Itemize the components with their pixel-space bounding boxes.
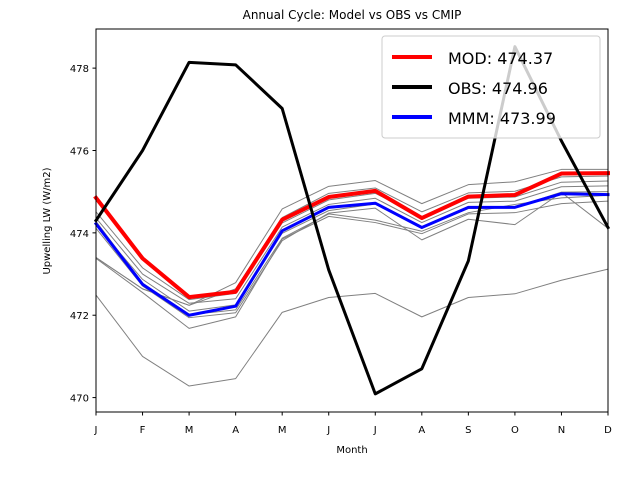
x-tick-label: A: [232, 425, 239, 436]
x-tick-label: M: [185, 425, 194, 436]
series-line-mmm: [93, 192, 610, 317]
y-tick-label: 476: [70, 146, 89, 157]
cmip-model-line-7: [95, 192, 609, 319]
x-tick-label: F: [140, 425, 146, 436]
cmip-model-line-8: [95, 200, 609, 329]
x-tick-label: J: [94, 425, 98, 436]
y-tick-label: 472: [70, 311, 89, 322]
x-tick-label: J: [373, 425, 377, 436]
legend-label: OBS: 474.96: [448, 79, 548, 98]
plot-frame: [95, 28, 609, 413]
x-axis-title: Month: [336, 445, 367, 456]
x-tick-label: A: [418, 425, 425, 436]
y-tick-label: 470: [70, 394, 89, 405]
legend-box: [381, 35, 601, 139]
y-axis-title: Upwelling LW (W/m2): [42, 167, 53, 274]
legend-label: MOD: 474.37: [448, 49, 553, 68]
x-tick-label: S: [465, 425, 471, 436]
legend: MOD: 474.37 OBS: 474.96 MMM: 473.99: [381, 35, 601, 139]
series-line-mod: [93, 171, 611, 300]
y-tick-label: 478: [70, 64, 89, 75]
y-axis: 470 472 474 476 478: [70, 64, 96, 405]
cmip-model-line-4: [95, 185, 609, 304]
cmip-model-line-3: [95, 180, 609, 301]
y-tick-label: 474: [70, 229, 89, 240]
cmip-model-line-9: [95, 268, 609, 387]
x-tick-label: D: [604, 425, 612, 436]
x-tick-label: N: [558, 425, 565, 436]
cmip-model-line-2: [95, 175, 609, 306]
x-tick-label: O: [511, 425, 519, 436]
x-tick-label: M: [278, 425, 287, 436]
legend-label: MMM: 473.99: [448, 109, 556, 128]
chart-title: Annual Cycle: Model vs OBS vs CMIP: [243, 8, 462, 22]
x-tick-label: J: [326, 425, 330, 436]
